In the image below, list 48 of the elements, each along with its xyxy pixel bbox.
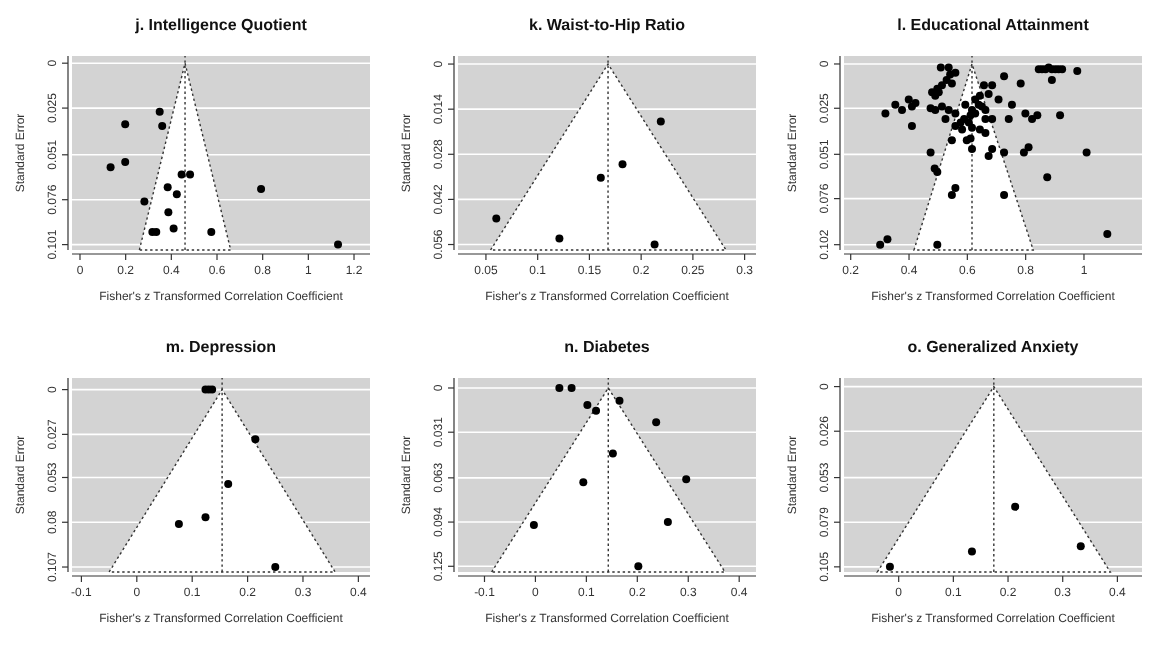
point [177, 170, 186, 179]
point [201, 513, 210, 522]
point [596, 173, 605, 182]
point [334, 240, 343, 249]
point [492, 214, 501, 223]
point [207, 228, 216, 237]
chart-title: k. Waist-to-Hip Ratio [529, 16, 686, 34]
chart-title: j. Intelligence Quotient [133, 16, 308, 34]
point [885, 562, 894, 571]
point [121, 120, 130, 129]
point [158, 122, 167, 131]
point [967, 547, 976, 556]
point [608, 449, 617, 458]
point [106, 163, 115, 172]
point [682, 475, 691, 484]
point [583, 401, 592, 410]
point [555, 383, 564, 392]
point [592, 406, 601, 415]
point [186, 170, 195, 179]
point [257, 184, 266, 193]
point [224, 480, 233, 489]
point [174, 519, 183, 528]
point [164, 208, 173, 217]
chart-title: o. Generalized Anxiety [907, 338, 1080, 356]
point [172, 190, 181, 199]
point [618, 160, 627, 169]
chart-title: m. Depression [165, 338, 277, 356]
point [650, 240, 659, 249]
point [555, 234, 564, 243]
point [163, 183, 172, 192]
point [529, 520, 538, 529]
point [155, 107, 164, 116]
point [656, 117, 665, 126]
point [1011, 502, 1020, 511]
point [567, 383, 576, 392]
point [140, 197, 149, 206]
chart-title: n. Diabetes [564, 338, 651, 356]
point [169, 224, 178, 233]
point [579, 478, 588, 487]
point [615, 396, 624, 405]
point [121, 157, 130, 166]
point [271, 563, 280, 572]
point [652, 418, 661, 427]
point [634, 562, 643, 571]
point [663, 518, 672, 527]
point [1076, 542, 1085, 551]
chart-title: l. Educational Attainment [897, 16, 1090, 34]
point [251, 435, 260, 444]
